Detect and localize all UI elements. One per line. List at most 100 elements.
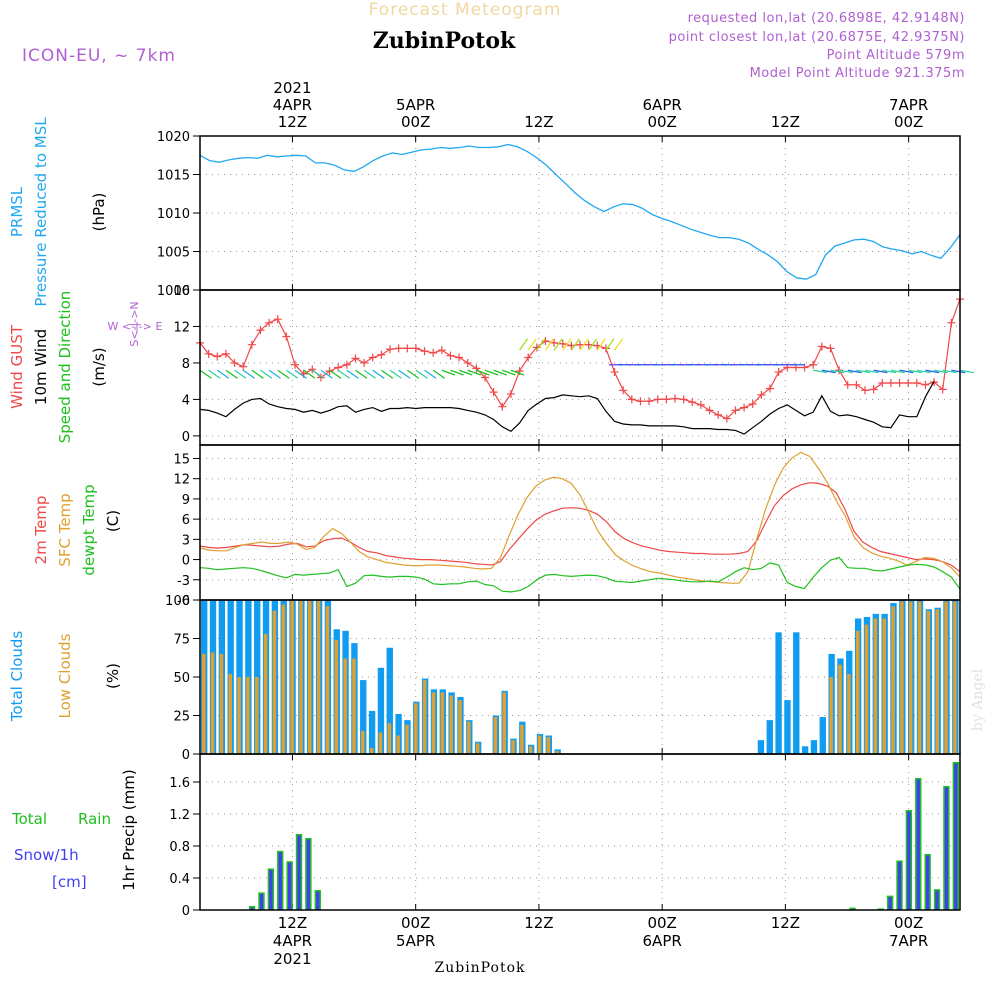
wind-direction-arrow — [225, 369, 238, 379]
gust-marker — [325, 367, 334, 376]
cloud-label-1: Total Clouds — [8, 631, 26, 723]
wind-direction-arrow — [933, 369, 948, 374]
wind-direction-arrow — [380, 369, 394, 379]
wind-label-2: 10m Wind — [32, 329, 50, 405]
y-tick-label: 1020 — [157, 130, 190, 145]
gust-marker — [584, 340, 593, 349]
low-cloud-bar — [228, 673, 233, 754]
wind-direction-arrow — [562, 338, 572, 351]
low-cloud-bar — [422, 680, 427, 754]
gust-marker — [714, 410, 723, 419]
pressure-label-2: Pressure Reduced to MSL — [32, 117, 50, 307]
compass-horizontal: W <-|-> E — [108, 320, 163, 333]
gust-marker — [688, 398, 697, 407]
wind-line — [199, 380, 935, 435]
gust-marker — [886, 379, 895, 387]
wind-direction-arrow — [458, 369, 473, 376]
location-title: ZubinPotok — [373, 28, 516, 54]
low-cloud-bar — [202, 653, 206, 754]
snow-bar — [897, 861, 902, 910]
temp-unit: (C) — [104, 510, 122, 532]
y-tick-label: 1015 — [157, 169, 190, 184]
wind-direction-arrow — [864, 369, 879, 374]
wind-direction-arrow — [890, 369, 905, 374]
rain-bar — [877, 908, 884, 910]
low-cloud-bar — [414, 703, 418, 754]
snow-bar — [297, 835, 301, 910]
wind-direction-arrow — [579, 338, 589, 351]
gust-marker — [895, 379, 904, 387]
gust-marker — [705, 406, 714, 415]
time-label: 6APR — [643, 96, 682, 114]
time-label: 12Z — [771, 914, 800, 932]
gust-marker — [429, 348, 438, 357]
low-cloud-bar — [864, 624, 869, 754]
low-cloud-bar — [272, 610, 277, 754]
low-cloud-bar — [396, 735, 400, 754]
wind-direction-arrow — [951, 369, 966, 374]
low-cloud-bar — [316, 600, 321, 754]
y-tick-label: 75 — [173, 633, 190, 648]
precip-label-3: Snow/1h — [14, 846, 79, 864]
y-tick-label: 0 — [182, 748, 190, 763]
low-cloud-bar — [449, 695, 453, 754]
gust-marker — [489, 388, 498, 397]
snow-bar — [316, 891, 320, 910]
gust-marker — [403, 344, 412, 353]
compass-vertical: S<-|->N — [128, 301, 141, 346]
gust-marker — [731, 406, 740, 415]
precip-label-2: Rain — [78, 810, 111, 828]
gust-marker — [766, 384, 774, 393]
y-tick-label: 1010 — [157, 207, 190, 222]
y-tick-label: 3 — [182, 533, 190, 548]
y-tick-label: 1000 — [157, 284, 190, 299]
wind-direction-arrow — [873, 369, 888, 374]
gust-marker — [437, 346, 446, 355]
total-cloud-bar — [386, 647, 393, 754]
total-cloud-bar — [757, 740, 765, 754]
gust-marker — [912, 379, 921, 387]
point-altitude: Point Altitude 579m — [827, 48, 965, 63]
y-tick-label: 25 — [173, 710, 190, 725]
low-cloud-bar — [838, 664, 842, 754]
y-tick-label: 12 — [173, 320, 190, 335]
precip-panel-labels: Total Rain Snow/1h [cm] 1hr Precip (mm) — [11, 769, 138, 891]
gust-marker — [550, 338, 559, 347]
gust-marker — [368, 353, 377, 362]
low-cloud-bar — [405, 724, 409, 754]
wind-direction-arrow — [484, 369, 499, 376]
time-label: 00Z — [401, 914, 430, 932]
gust-marker — [636, 397, 645, 406]
footer-location: ZubinPotok — [434, 960, 525, 976]
y-tick-label: -6 — [177, 594, 190, 609]
y-tick-label: 0.4 — [169, 872, 190, 887]
snow-bar — [925, 855, 930, 910]
plot-panels: 10201015101010051000161284015129630-3-61… — [157, 130, 974, 919]
snow-bar — [916, 779, 920, 910]
time-label: 12Z — [278, 113, 307, 131]
wind-direction-arrow — [942, 369, 957, 374]
total-cloud-bar — [368, 710, 376, 754]
wind-direction-arrow — [337, 369, 351, 379]
wind-direction-arrow — [821, 369, 836, 374]
low-cloud-bar — [900, 601, 904, 754]
wind-direction-arrow — [493, 369, 508, 376]
gust-marker — [420, 347, 429, 356]
wind-direction-arrow — [847, 369, 862, 374]
time-label: 12Z — [524, 914, 553, 932]
gust-marker — [748, 399, 757, 408]
wind-direction-arrow — [303, 369, 316, 379]
low-cloud-bar — [953, 601, 957, 754]
low-cloud-bar — [537, 735, 542, 754]
gust-marker — [671, 394, 679, 403]
wind-direction-arrow — [450, 369, 464, 376]
temp-line-1 — [199, 451, 961, 584]
wind-direction-arrow — [329, 369, 342, 379]
gust-marker — [463, 358, 472, 367]
low-cloud-bar — [873, 618, 878, 754]
gust-marker — [308, 365, 317, 374]
gust-marker — [204, 349, 213, 358]
y-tick-label: 1005 — [157, 246, 190, 261]
wind-unit: (m/s) — [90, 347, 108, 386]
